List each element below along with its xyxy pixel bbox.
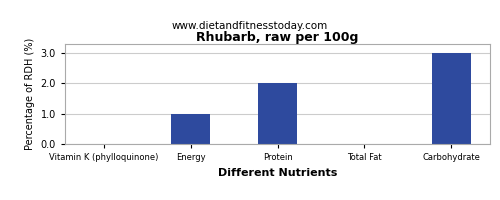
Bar: [171, 114, 210, 144]
Title: Rhubarb, raw per 100g: Rhubarb, raw per 100g: [196, 31, 358, 44]
Y-axis label: Percentage of RDH (%): Percentage of RDH (%): [25, 38, 35, 150]
X-axis label: Different Nutrients: Different Nutrients: [218, 168, 337, 178]
Text: www.dietandfitnesstoday.com: www.dietandfitnesstoday.com: [172, 21, 328, 31]
Bar: [432, 53, 470, 144]
Bar: [258, 83, 297, 144]
